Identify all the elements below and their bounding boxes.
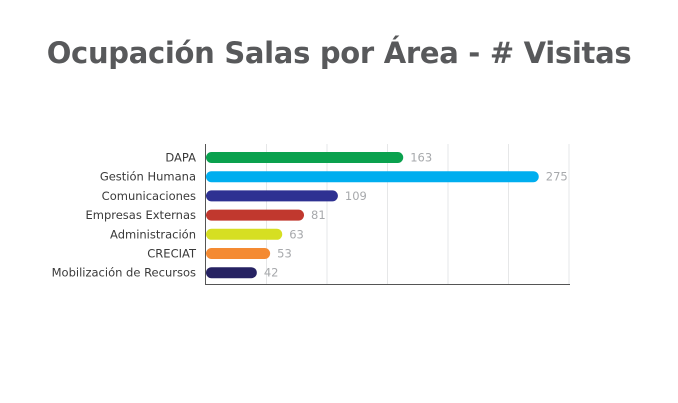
- category-label: Comunicaciones: [102, 189, 196, 203]
- bar: [206, 152, 404, 163]
- bar: [206, 171, 539, 183]
- data-label: 63: [289, 227, 304, 241]
- data-label: 81: [311, 208, 326, 222]
- category-labels: DAPA Gestión Humana Comunicaciones Empresas…: [52, 151, 197, 280]
- bar: [206, 267, 257, 279]
- grid-lines: [266, 144, 570, 284]
- bars: [206, 152, 539, 279]
- data-label: 109: [345, 189, 367, 203]
- category-label: Gestión Humana: [100, 170, 196, 184]
- data-label: 163: [410, 151, 432, 165]
- bar: [206, 209, 305, 221]
- bar: [206, 248, 271, 259]
- category-label: Empresas Externas: [85, 208, 196, 222]
- chart-title: Ocupación Salas por Área - # Visitas: [46, 36, 632, 70]
- value-labels: 163 275 109 81 63 53 42: [264, 151, 568, 280]
- category-label: CRECIAT: [147, 247, 197, 261]
- data-label: 42: [264, 266, 279, 280]
- bar: [206, 228, 283, 240]
- category-label: Administración: [110, 227, 196, 241]
- category-label: Mobilización de Recursos: [52, 266, 196, 280]
- bar: [206, 190, 338, 202]
- data-label: 53: [277, 247, 292, 261]
- data-label: 275: [546, 170, 568, 184]
- category-label: DAPA: [165, 151, 196, 165]
